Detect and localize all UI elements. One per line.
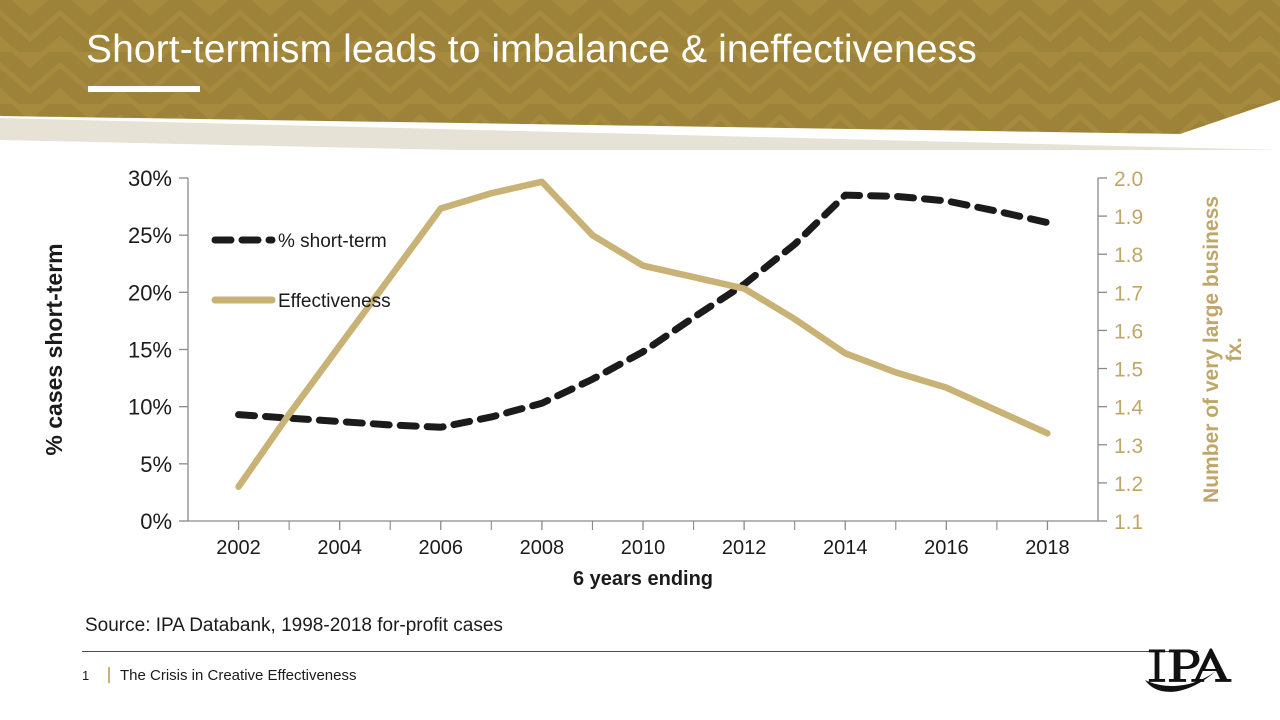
y2-axis-title: Number of very large business fx.: [1200, 196, 1246, 503]
legend-item: % short-term: [211, 231, 387, 252]
header-banner: Short-termism leads to imbalance & ineff…: [0, 0, 1280, 150]
chart-container: 0% 5% 10% 15% 20% 25% 30% 1.1 1.2 1.3 1.4 1.5 1.6 1.7…: [0, 150, 1280, 600]
y2-axis-tick-label: 1.4: [1114, 397, 1144, 420]
header-gold-band: [0, 0, 1280, 134]
y2-axis-tick-label: 1.3: [1114, 435, 1143, 458]
x-axis-tick-label: 2002: [216, 537, 261, 559]
x-axis-tick-label: 2004: [317, 537, 362, 559]
y2-axis-tick-label: 1.6: [1114, 320, 1143, 343]
x-axis-tick-label: 2016: [924, 537, 969, 559]
deck-title: The Crisis in Creative Effectiveness: [120, 666, 357, 684]
chart-series: [235, 178, 1051, 490]
y2-axis-tick-label: 1.5: [1114, 359, 1143, 382]
x-axis-title: 6 years ending: [573, 568, 713, 590]
chart-legend: % short-term Effectiveness: [211, 231, 391, 312]
y2-axis-tick-label: 1.1: [1114, 511, 1143, 534]
chart-axis-titles: % cases short-term 6 years ending Number o…: [41, 196, 1246, 590]
y-axis-tick-label: 10%: [128, 395, 172, 420]
y-axis-tick-label: 15%: [128, 338, 172, 363]
dual-axis-line-chart: 0% 5% 10% 15% 20% 25% 30% 1.1 1.2 1.3 1.4 1.5 1.6 1.7…: [41, 166, 1246, 590]
x-axis-tick-label: 2018: [1025, 537, 1070, 559]
header-shadow: [0, 118, 1280, 150]
y-axis-tick-label: 0%: [140, 509, 172, 534]
x-axis-tick-label: 2010: [621, 537, 666, 559]
legend-label: % short-term: [278, 231, 387, 252]
y2-axis-tick-label: 1.8: [1114, 244, 1143, 267]
page-number: 1: [82, 667, 90, 683]
x-axis-tick-label: 2014: [823, 537, 868, 559]
page-title: Short-termism leads to imbalance & ineff…: [86, 28, 977, 71]
footer-bar: 1 The Crisis in Creative Effectiveness: [82, 660, 1202, 690]
y-axis-tick-label: 5%: [140, 452, 172, 477]
y2-axis-title-line2: fx.: [1223, 337, 1246, 362]
footer-accent-divider: [108, 667, 110, 683]
y-axis-tick-label: 25%: [128, 223, 172, 248]
x-axis-tick-label: 2006: [419, 537, 464, 559]
y2-axis-tick-label: 2.0: [1114, 168, 1143, 191]
y-axis-tick-label: 20%: [128, 280, 172, 305]
legend-label: Effectiveness: [278, 291, 391, 312]
y2-axis-tick-label: 1.2: [1114, 473, 1143, 496]
y-axis-title: % cases short-term: [41, 243, 67, 455]
y-axis-tick-label: 30%: [128, 166, 172, 191]
ipa-logo: [1145, 648, 1232, 692]
y2-axis-tick-label: 1.7: [1114, 282, 1143, 305]
legend-item: Effectiveness: [211, 291, 391, 312]
series-line-short-term: [235, 191, 1051, 431]
x-axis-tick-label: 2012: [722, 537, 767, 559]
y2-axis-tick-label: 1.9: [1114, 206, 1143, 229]
footer-divider-rule: [82, 651, 1198, 652]
title-underline-accent: [88, 86, 200, 92]
series-line-effectiveness: [235, 178, 1051, 490]
chart-axes: 0% 5% 10% 15% 20% 25% 30% 1.1 1.2 1.3 1.4 1.5 1.6 1.7…: [128, 166, 1144, 559]
y2-axis-title-line1: Number of very large business: [1200, 196, 1223, 503]
source-note: Source: IPA Databank, 1998-2018 for-prof…: [85, 615, 503, 636]
x-axis-tick-label: 2008: [520, 537, 565, 559]
